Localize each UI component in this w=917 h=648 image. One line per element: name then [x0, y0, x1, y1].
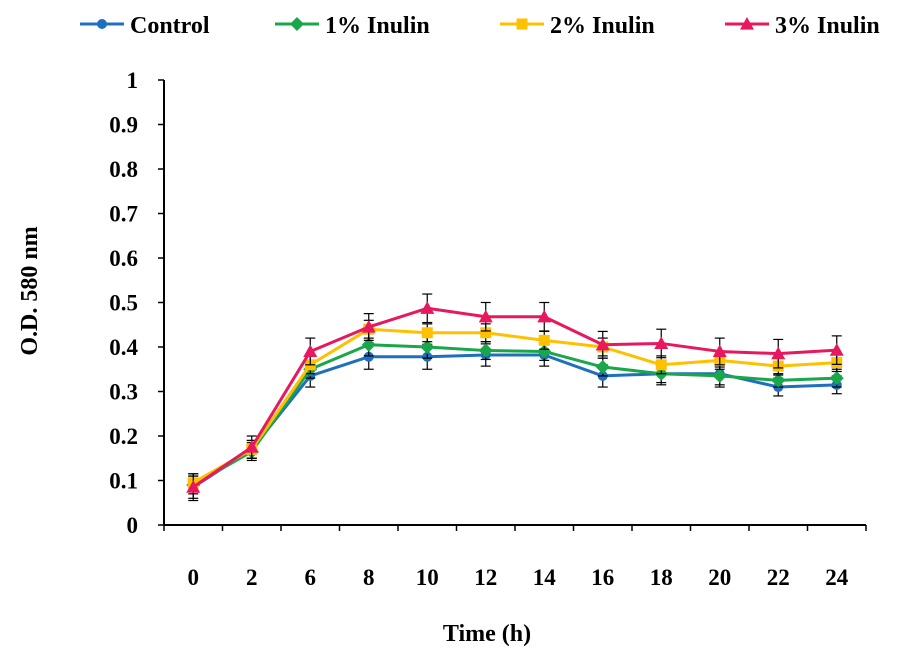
data-point	[654, 336, 669, 350]
x-tick-label: 10	[416, 565, 439, 590]
legend: Control 1% Inulin 2% Inulin 3% Inulin	[80, 13, 880, 39]
x-tick-label: 24	[825, 565, 849, 590]
data-point	[361, 319, 376, 333]
data-point	[537, 344, 552, 359]
legend-label-2: 2% Inulin	[550, 13, 655, 39]
x-axis-title: Time (h)	[443, 621, 531, 647]
data-point	[420, 340, 435, 354]
axes: 00.10.20.30.40.50.60.70.80.910 2 6 8 10 12 14 1…	[109, 68, 867, 590]
series-line-3	[192, 306, 837, 489]
data-point	[363, 351, 374, 362]
data-point	[829, 343, 844, 356]
y-tick-label: 0.8	[109, 157, 138, 182]
data-point	[712, 344, 727, 358]
legend-marker	[290, 17, 304, 31]
series-3	[186, 293, 844, 499]
data-point	[480, 327, 492, 339]
data-point	[303, 344, 318, 358]
legend-label-3: 3% Inulin	[775, 13, 880, 39]
data-point	[771, 346, 786, 360]
series-0	[188, 343, 842, 502]
y-tick-label: 0.5	[109, 291, 138, 316]
legend-label-0: Control	[130, 13, 210, 39]
series-1	[186, 333, 844, 495]
legend-marker	[516, 18, 528, 30]
y-tick-label: 1	[127, 68, 139, 93]
legend-marker	[740, 17, 754, 30]
y-tick-label: 0.4	[109, 335, 138, 360]
data-point	[478, 343, 493, 358]
x-tick-label: 14	[533, 565, 557, 590]
data-point	[655, 359, 667, 371]
x-tick-label: 0	[188, 565, 200, 590]
legend-label-1: 1% Inulin	[325, 13, 430, 39]
y-tick-label: 0.3	[109, 380, 138, 405]
y-tick-label: 0.7	[109, 202, 138, 227]
y-tick-label: 0.6	[109, 246, 138, 271]
data-point	[478, 309, 493, 323]
data-point	[361, 337, 376, 352]
series-line-1	[192, 343, 837, 487]
x-tick-label: 18	[650, 565, 673, 590]
y-tick-label: 0.9	[109, 113, 138, 138]
series-layer	[186, 293, 844, 502]
series-line-0	[192, 353, 837, 489]
x-tick-label: 20	[708, 565, 731, 590]
x-tick-label: 22	[767, 565, 790, 590]
data-point	[186, 480, 201, 493]
legend-marker	[97, 19, 107, 29]
x-tick-label: 8	[363, 565, 375, 590]
y-axis-title: O.D. 580 nm	[17, 226, 43, 355]
y-tick-label: 0	[127, 513, 139, 538]
data-point	[829, 371, 844, 386]
data-point	[538, 334, 550, 346]
x-tick-label: 16	[591, 565, 614, 590]
data-point	[595, 337, 610, 351]
x-tick-label: 2	[246, 565, 258, 590]
data-point	[420, 301, 435, 314]
data-point	[537, 309, 552, 323]
data-point	[712, 368, 727, 383]
data-point	[421, 327, 433, 339]
series-line-2	[192, 327, 837, 485]
x-tick-label: 6	[305, 565, 317, 590]
data-point	[244, 440, 259, 453]
y-tick-label: 0.2	[109, 424, 138, 449]
y-tick-label: 0.1	[109, 469, 138, 494]
data-point	[771, 373, 786, 388]
x-tick-label: 12	[474, 565, 497, 590]
data-point	[595, 360, 610, 375]
